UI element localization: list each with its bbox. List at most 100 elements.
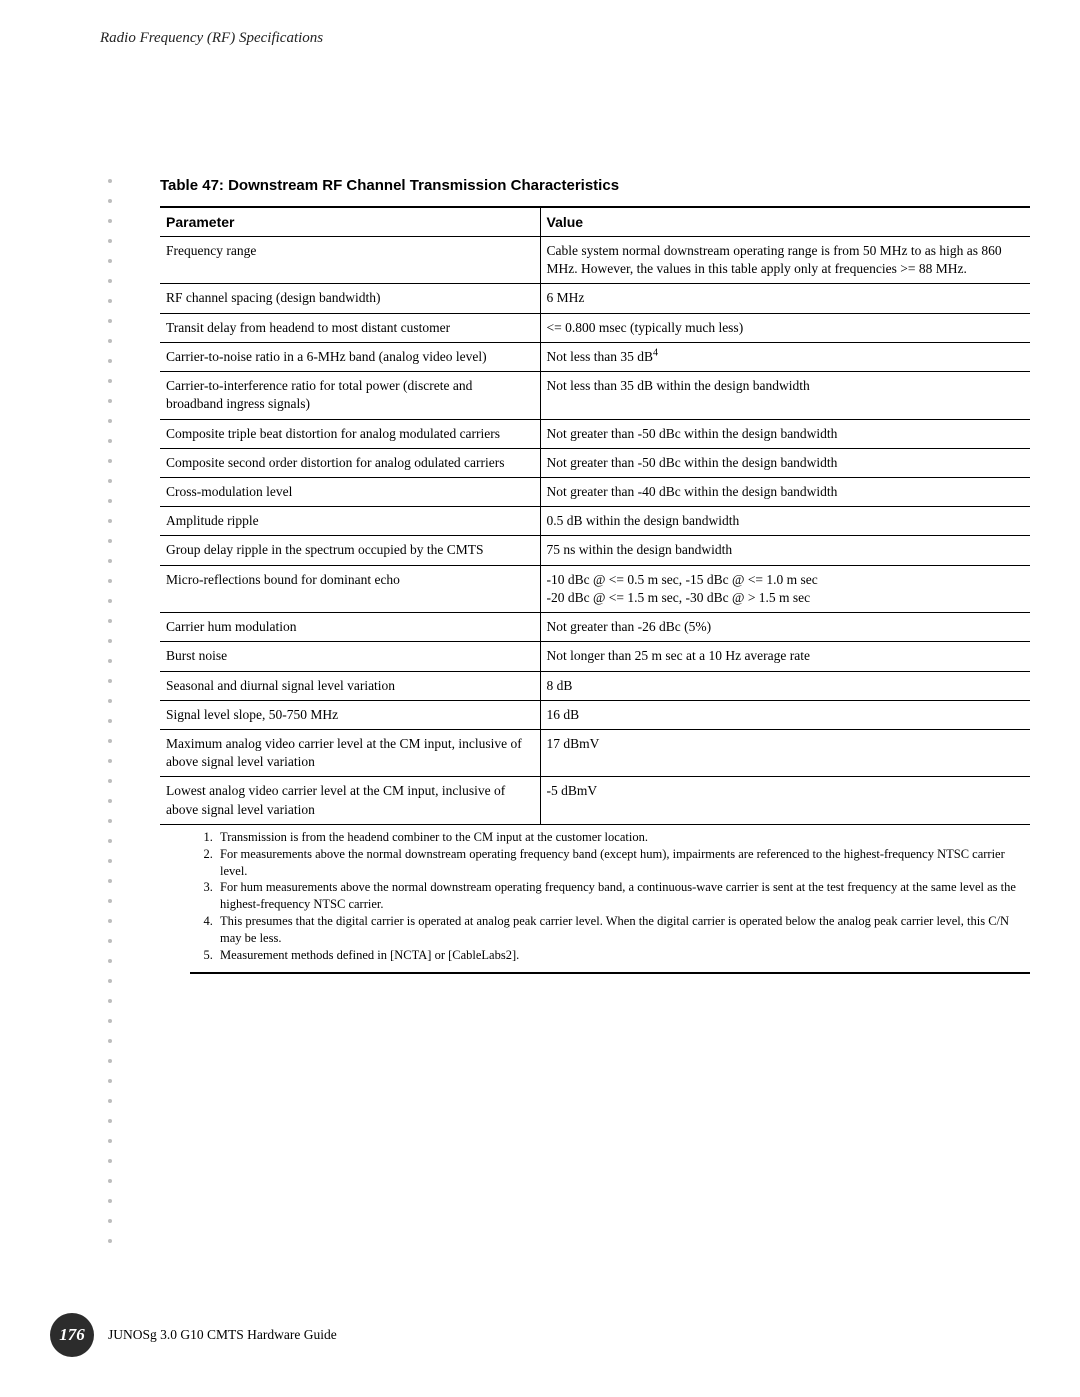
- table-title: Table 47: Downstream RF Channel Transmis…: [160, 177, 1020, 194]
- decorative-dot: [108, 519, 112, 523]
- decorative-dot: [108, 759, 112, 763]
- decorative-dot: [108, 719, 112, 723]
- decorative-dot: [108, 1139, 112, 1143]
- decorative-dot: [108, 1099, 112, 1103]
- decorative-dot: [108, 1219, 112, 1223]
- decorative-dot: [108, 1159, 112, 1163]
- cell-parameter: Amplitude ripple: [160, 507, 540, 536]
- cell-value: Cable system normal downstream operating…: [540, 237, 1030, 284]
- decorative-dot: [108, 979, 112, 983]
- decorative-dot: [108, 199, 112, 203]
- decorative-dot: [108, 339, 112, 343]
- decorative-dot: [108, 859, 112, 863]
- decorative-dot: [108, 879, 112, 883]
- decorative-dot: [108, 479, 112, 483]
- decorative-dot: [108, 539, 112, 543]
- cell-value: 17 dBmV: [540, 729, 1030, 776]
- table-row: Micro-reflections bound for dominant ech…: [160, 565, 1030, 612]
- footnote-item: For measurements above the normal downst…: [216, 846, 1030, 880]
- col-header-parameter: Parameter: [160, 207, 540, 237]
- cell-value: 75 ns within the design bandwidth: [540, 536, 1030, 565]
- cell-parameter: Carrier-to-noise ratio in a 6-MHz band (…: [160, 342, 540, 371]
- footnote-item: Measurement methods defined in [NCTA] or…: [216, 947, 1030, 964]
- table-row: Amplitude ripple0.5 dB within the design…: [160, 507, 1030, 536]
- cell-value: 16 dB: [540, 700, 1030, 729]
- cell-parameter: Seasonal and diurnal signal level variat…: [160, 671, 540, 700]
- decorative-dot: [108, 899, 112, 903]
- decorative-dot: [108, 1039, 112, 1043]
- decorative-dot: [108, 239, 112, 243]
- decorative-dot: [108, 579, 112, 583]
- decorative-dot: [108, 319, 112, 323]
- table-row: Carrier hum modulationNot greater than -…: [160, 613, 1030, 642]
- cell-value: Not less than 35 dB4: [540, 342, 1030, 371]
- cell-parameter: RF channel spacing (design bandwidth): [160, 284, 540, 313]
- decorative-dot: [108, 659, 112, 663]
- cell-parameter: Cross-modulation level: [160, 477, 540, 506]
- decorative-dot: [108, 639, 112, 643]
- decorative-dot: [108, 279, 112, 283]
- cell-parameter: Composite triple beat distortion for ana…: [160, 419, 540, 448]
- decorative-dot: [108, 1059, 112, 1063]
- decorative-dot: [108, 1119, 112, 1123]
- cell-value: -5 dBmV: [540, 777, 1030, 824]
- decorative-dot: [108, 359, 112, 363]
- page: Radio Frequency (RF) Specifications Tabl…: [0, 0, 1080, 1397]
- footnote-item: This presumes that the digital carrier i…: [216, 913, 1030, 947]
- decorative-dot: [108, 299, 112, 303]
- decorative-dot: [108, 219, 112, 223]
- cell-parameter: Micro-reflections bound for dominant ech…: [160, 565, 540, 612]
- decorative-dot: [108, 439, 112, 443]
- cell-value: Not greater than -26 dBc (5%): [540, 613, 1030, 642]
- cell-parameter: Carrier-to-interference ratio for total …: [160, 372, 540, 419]
- cell-parameter: Carrier hum modulation: [160, 613, 540, 642]
- decorative-dot: [108, 559, 112, 563]
- table-row: Transit delay from headend to most dista…: [160, 313, 1030, 342]
- table-row: Signal level slope, 50-750 MHz16 dB: [160, 700, 1030, 729]
- decorative-dot: [108, 939, 112, 943]
- col-header-value: Value: [540, 207, 1030, 237]
- decorative-dot: [108, 739, 112, 743]
- spec-table: Parameter Value Frequency rangeCable sys…: [160, 206, 1030, 825]
- cell-value: Not longer than 25 m sec at a 10 Hz aver…: [540, 642, 1030, 671]
- table-row: Maximum analog video carrier level at th…: [160, 729, 1030, 776]
- decorative-dot: [108, 1079, 112, 1083]
- table-row: RF channel spacing (design bandwidth)6 M…: [160, 284, 1030, 313]
- decorative-dot: [108, 799, 112, 803]
- decorative-dot: [108, 679, 112, 683]
- table-row: Frequency rangeCable system normal downs…: [160, 237, 1030, 284]
- decorative-dot: [108, 619, 112, 623]
- decorative-dot: [108, 699, 112, 703]
- cell-parameter: Maximum analog video carrier level at th…: [160, 729, 540, 776]
- cell-parameter: Lowest analog video carrier level at the…: [160, 777, 540, 824]
- page-number-badge: 176: [50, 1313, 94, 1357]
- table-row: Composite second order distortion for an…: [160, 448, 1030, 477]
- cell-value: -10 dBc @ <= 0.5 m sec, -15 dBc @ <= 1.0…: [540, 565, 1030, 612]
- cell-parameter: Frequency range: [160, 237, 540, 284]
- decorative-dot: [108, 179, 112, 183]
- footer-guide-title: JUNOSg 3.0 G10 CMTS Hardware Guide: [108, 1327, 337, 1343]
- cell-parameter: Group delay ripple in the spectrum occup…: [160, 536, 540, 565]
- cell-value: <= 0.800 msec (typically much less): [540, 313, 1030, 342]
- cell-parameter: Transit delay from headend to most dista…: [160, 313, 540, 342]
- table-row: Composite triple beat distortion for ana…: [160, 419, 1030, 448]
- running-head: Radio Frequency (RF) Specifications: [100, 30, 1020, 47]
- cell-value: Not less than 35 dB within the design ba…: [540, 372, 1030, 419]
- footnote-item: For hum measurements above the normal do…: [216, 879, 1030, 913]
- decorative-dot: [108, 499, 112, 503]
- decorative-dot: [108, 919, 112, 923]
- decorative-dot-column: [108, 179, 114, 974]
- page-footer: 176 JUNOSg 3.0 G10 CMTS Hardware Guide: [50, 1313, 337, 1357]
- decorative-dot: [108, 779, 112, 783]
- cell-value: 6 MHz: [540, 284, 1030, 313]
- decorative-dot: [108, 999, 112, 1003]
- cell-value: Not greater than -50 dBc within the desi…: [540, 448, 1030, 477]
- cell-parameter: Composite second order distortion for an…: [160, 448, 540, 477]
- table-header-row: Parameter Value: [160, 207, 1030, 237]
- decorative-dot: [108, 1199, 112, 1203]
- decorative-dot: [108, 399, 112, 403]
- decorative-dot: [108, 959, 112, 963]
- cell-value: Not greater than -50 dBc within the desi…: [540, 419, 1030, 448]
- decorative-dot: [108, 259, 112, 263]
- table-row: Lowest analog video carrier level at the…: [160, 777, 1030, 824]
